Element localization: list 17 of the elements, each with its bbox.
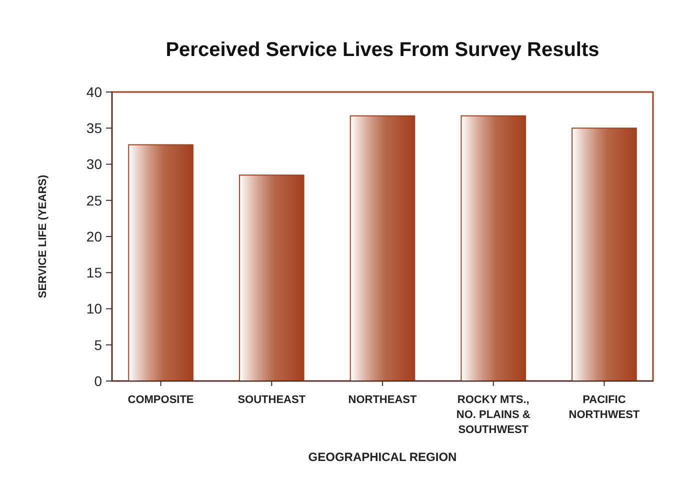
x-tick-label: PACIFIC NORTHWEST	[568, 394, 640, 421]
chart-title: Perceived Service Lives From Survey Results	[166, 39, 600, 61]
x-axis-title: GEOGRAPHICAL REGION	[308, 450, 457, 464]
y-tick-label: 0	[94, 372, 102, 389]
y-tick-label: 15	[86, 264, 102, 281]
y-tick-label: 25	[86, 192, 102, 208]
y-tick-label: 40	[86, 84, 102, 100]
y-axis-title: SERVICE LIFE (YEARS)	[37, 174, 49, 298]
x-tick-label: NORTHEAST	[348, 394, 417, 406]
x-tick-label: ROCKY MTS., NO. PLAINS & SOUTHWEST	[456, 394, 530, 436]
y-tick-label: 20	[86, 228, 102, 244]
y-tick-label: 10	[86, 300, 102, 317]
y-tick-label: 5	[94, 336, 102, 353]
x-tick-label: SOUTHEAST	[238, 394, 306, 406]
x-tick-label: COMPOSITE	[128, 394, 194, 406]
y-tick-label: 35	[86, 120, 102, 136]
y-tick-label: 30	[86, 156, 102, 172]
